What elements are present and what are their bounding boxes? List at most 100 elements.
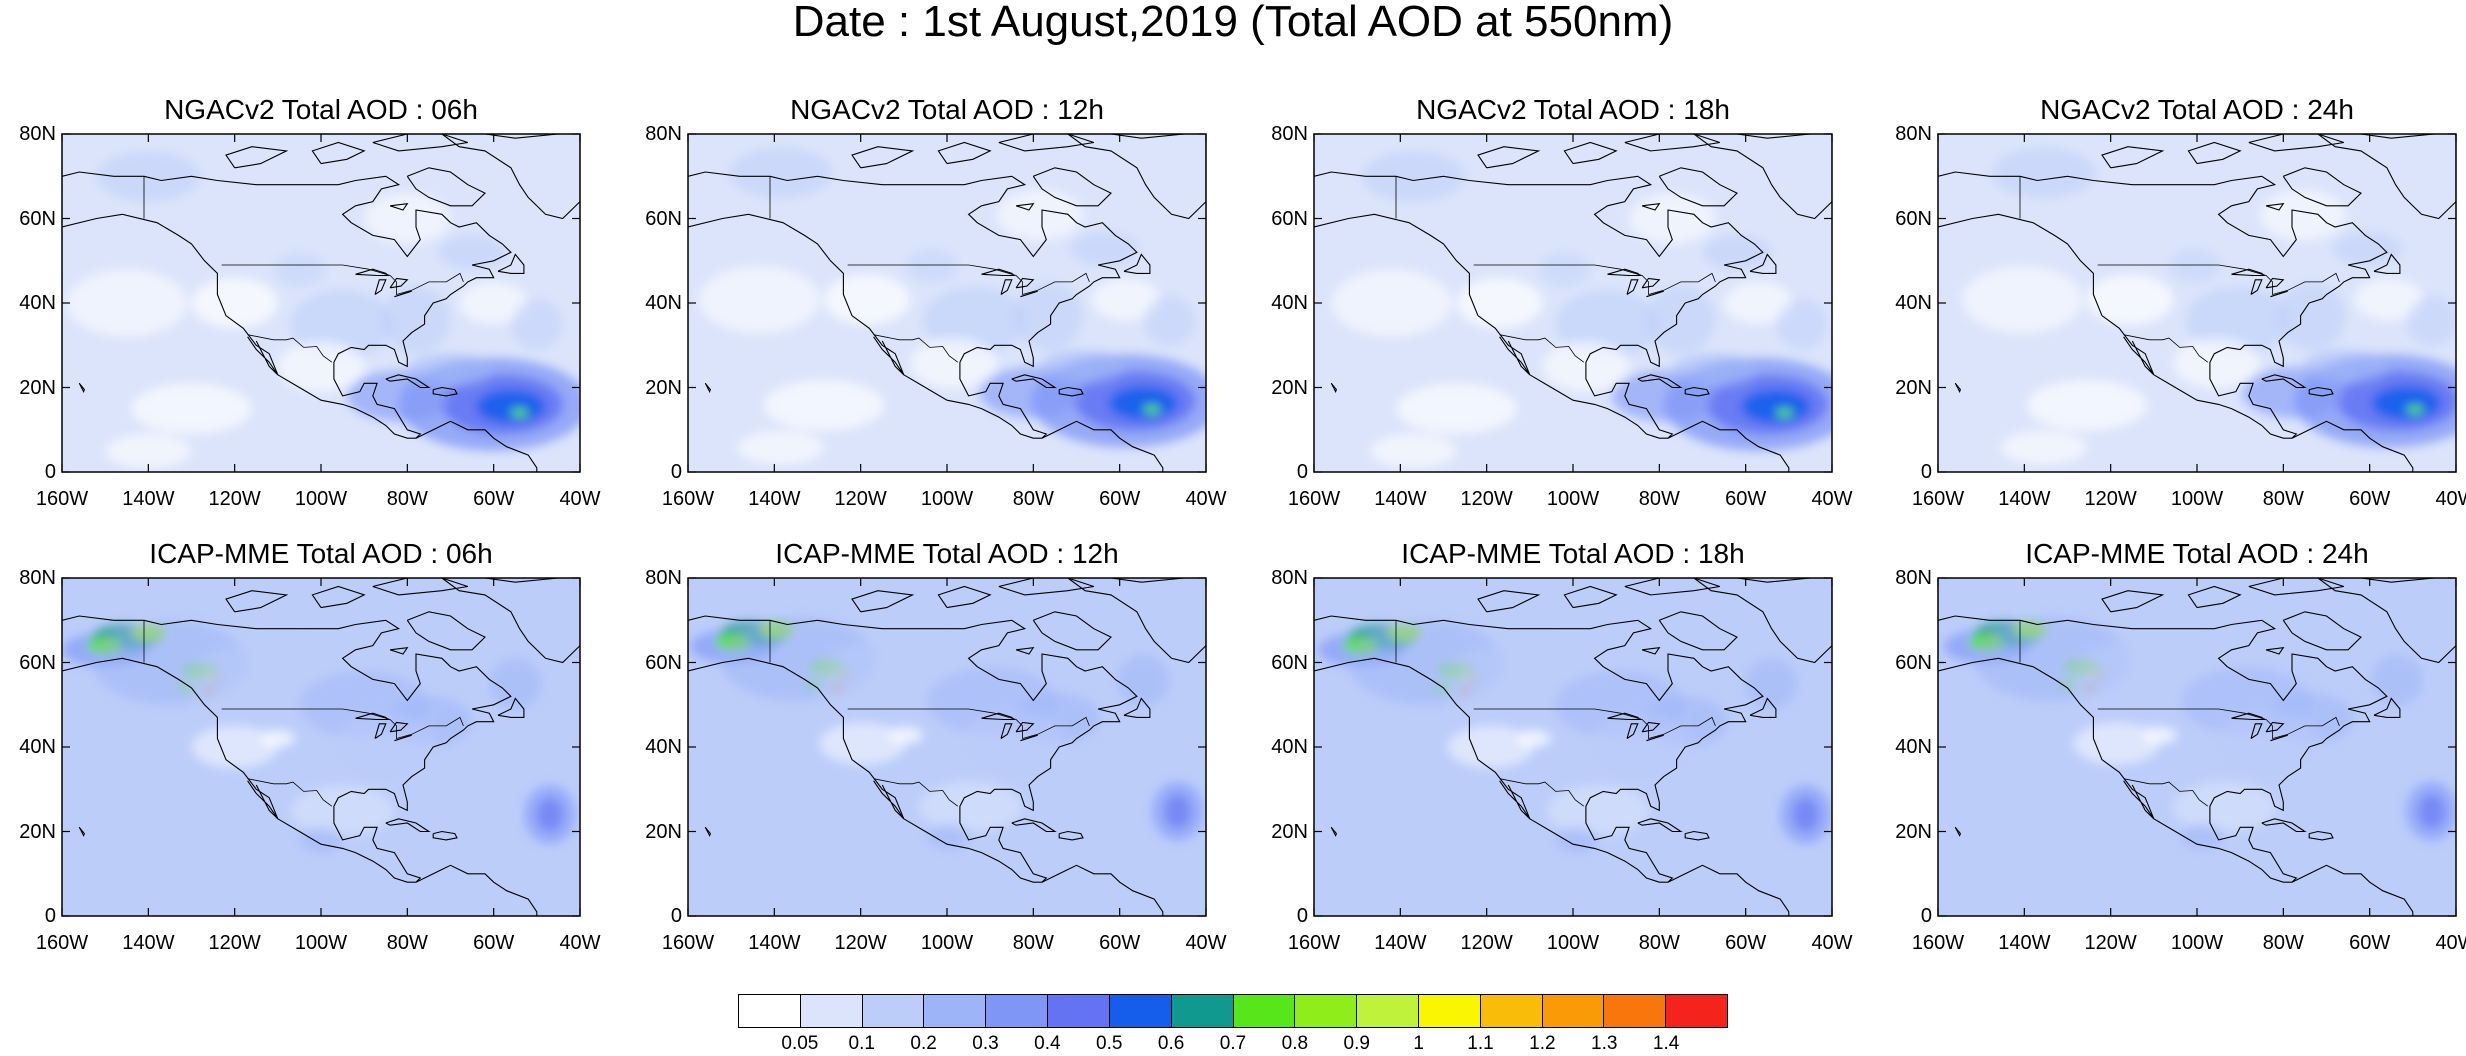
coastline — [432, 386, 458, 397]
lon-tick-label: 120W — [208, 932, 261, 954]
aod-field-patch — [1061, 612, 1165, 664]
lat-tick-label: 0 — [670, 905, 682, 927]
aod-field-patch — [1331, 269, 1453, 337]
coastline — [1041, 420, 1164, 472]
coastline — [311, 585, 366, 609]
lon-tick-label: 40W — [1185, 488, 1227, 510]
colorbar-label: 1.2 — [1529, 1033, 1556, 1054]
country-border — [873, 778, 959, 807]
coastline — [441, 134, 580, 220]
coastline — [1314, 657, 1668, 883]
aod-field-patch — [2276, 282, 2346, 351]
lat-tick-label: 60N — [1271, 651, 1308, 674]
coastline — [432, 830, 458, 841]
coastline — [1667, 864, 1790, 916]
aod-field-patch — [191, 725, 278, 769]
aod-field-patch — [1143, 405, 1161, 414]
coastline — [2317, 134, 2456, 220]
colorbar-swatch — [1233, 995, 1296, 1027]
lon-tick-label: 120W — [1460, 932, 1513, 954]
aod-field-patch — [906, 248, 958, 283]
aod-field-patch — [927, 823, 971, 850]
aod-map — [1313, 133, 1833, 473]
country-border — [1473, 708, 1716, 740]
lon-tick-label: 140W — [1374, 488, 1427, 510]
country-border — [1499, 334, 1585, 363]
aod-field-patch — [1741, 389, 1811, 424]
lat-tick-label: 20N — [1895, 820, 1932, 843]
aod-field-patch — [2026, 379, 2148, 431]
country-border — [221, 708, 464, 740]
colorbar-label: 0.9 — [1343, 1033, 1370, 1054]
colorbar-swatch — [924, 995, 987, 1027]
coastline — [1015, 721, 1035, 733]
lon-tick-label: 60W — [1099, 932, 1141, 954]
aod-field-patch — [1361, 151, 1466, 202]
country-border — [2097, 264, 2340, 296]
lon-tick-label: 160W — [1287, 488, 1341, 510]
lon-tick-label: 140W — [122, 932, 175, 954]
lon-tick-label: 160W — [661, 488, 715, 510]
aod-field-patch — [1091, 278, 1161, 321]
coastline — [937, 141, 992, 165]
country-border — [221, 264, 464, 296]
coastline — [1032, 167, 1112, 207]
lat-tick-label: 60N — [1895, 651, 1932, 674]
coastline — [225, 146, 289, 169]
panel-title: NGACv2 Total AOD : 24h — [2040, 94, 2354, 125]
coastline — [704, 382, 712, 394]
coastline — [1041, 864, 1164, 916]
country-border — [873, 334, 959, 363]
coastline — [688, 213, 1042, 439]
coastline — [1314, 213, 1668, 439]
aod-field-patch — [96, 151, 201, 202]
aod-field-patch — [1689, 616, 1793, 667]
panel-title: ICAP-MME Total AOD : 12h — [775, 538, 1119, 569]
colorbar-swatch — [1542, 995, 1605, 1027]
aod-field-patch — [2000, 430, 2087, 465]
aod-field-patch — [1724, 281, 1794, 325]
colorbar-swatch — [1109, 995, 1172, 1027]
coastline — [1000, 279, 1013, 295]
aod-field-patch — [191, 277, 278, 329]
coastline — [78, 382, 86, 394]
lon-tick-label: 100W — [1546, 488, 1600, 510]
coastline — [2373, 697, 2401, 718]
coastline — [389, 203, 409, 211]
lon-tick-label: 140W — [748, 488, 801, 510]
coastline — [497, 697, 525, 718]
colorbar-label: 0.3 — [972, 1033, 999, 1054]
coastline — [389, 721, 409, 733]
coastline — [1641, 277, 1661, 289]
coastline — [497, 253, 525, 274]
lon-tick-label: 40W — [1185, 932, 1227, 954]
lon-tick-label: 60W — [473, 932, 515, 954]
coastline — [1067, 134, 1206, 220]
lat-tick-label: 80N — [1895, 123, 1932, 145]
lon-tick-label: 140W — [1998, 932, 2051, 954]
coastline — [2265, 277, 2285, 289]
coastline — [1015, 647, 1035, 655]
aod-field-patch — [2172, 781, 2277, 833]
aod-field-patch — [819, 722, 906, 765]
lon-tick-label: 40W — [1811, 488, 1853, 510]
coastline — [1624, 134, 1720, 152]
lat-tick-label: 80N — [19, 123, 56, 145]
colorbar-label: 0.6 — [1157, 1033, 1185, 1054]
colorbar-label: 0.2 — [910, 1033, 937, 1054]
coastline — [78, 826, 86, 838]
aod-map — [1313, 577, 1833, 917]
coastline — [1000, 723, 1013, 739]
lon-tick-label: 60W — [473, 488, 515, 510]
lat-tick-label: 60N — [645, 207, 682, 230]
aod-field-patch — [1108, 386, 1178, 420]
lon-tick-label: 100W — [1546, 932, 1600, 954]
lat-tick-label: 60N — [1895, 207, 1932, 230]
colorbar-swatch — [1357, 995, 1419, 1027]
lon-tick-label: 80W — [1012, 932, 1054, 954]
aod-map — [687, 133, 1207, 473]
panel-title: ICAP-MME Total AOD : 06h — [149, 538, 493, 569]
lon-tick-label: 40W — [2435, 932, 2466, 954]
coastline — [2123, 780, 2155, 820]
aod-field-patch — [489, 658, 542, 709]
